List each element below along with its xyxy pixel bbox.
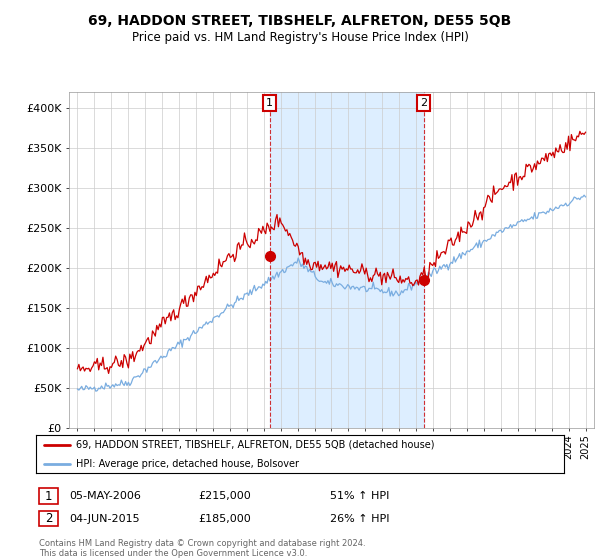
- Text: 51% ↑ HPI: 51% ↑ HPI: [330, 491, 389, 501]
- Text: 26% ↑ HPI: 26% ↑ HPI: [330, 514, 389, 524]
- Text: 05-MAY-2006: 05-MAY-2006: [69, 491, 141, 501]
- Text: 69, HADDON STREET, TIBSHELF, ALFRETON, DE55 5QB (detached house): 69, HADDON STREET, TIBSHELF, ALFRETON, D…: [76, 440, 434, 450]
- Text: £185,000: £185,000: [198, 514, 251, 524]
- Text: 2: 2: [45, 512, 52, 525]
- Text: 1: 1: [266, 98, 273, 108]
- Text: Contains HM Land Registry data © Crown copyright and database right 2024.
This d: Contains HM Land Registry data © Crown c…: [39, 539, 365, 558]
- Text: 69, HADDON STREET, TIBSHELF, ALFRETON, DE55 5QB: 69, HADDON STREET, TIBSHELF, ALFRETON, D…: [88, 14, 512, 28]
- Text: 2: 2: [420, 98, 427, 108]
- Text: £215,000: £215,000: [198, 491, 251, 501]
- Text: 1: 1: [45, 489, 52, 503]
- Bar: [269, 92, 424, 428]
- Text: HPI: Average price, detached house, Bolsover: HPI: Average price, detached house, Bols…: [76, 459, 299, 469]
- Text: Price paid vs. HM Land Registry's House Price Index (HPI): Price paid vs. HM Land Registry's House …: [131, 31, 469, 44]
- Text: 04-JUN-2015: 04-JUN-2015: [69, 514, 140, 524]
